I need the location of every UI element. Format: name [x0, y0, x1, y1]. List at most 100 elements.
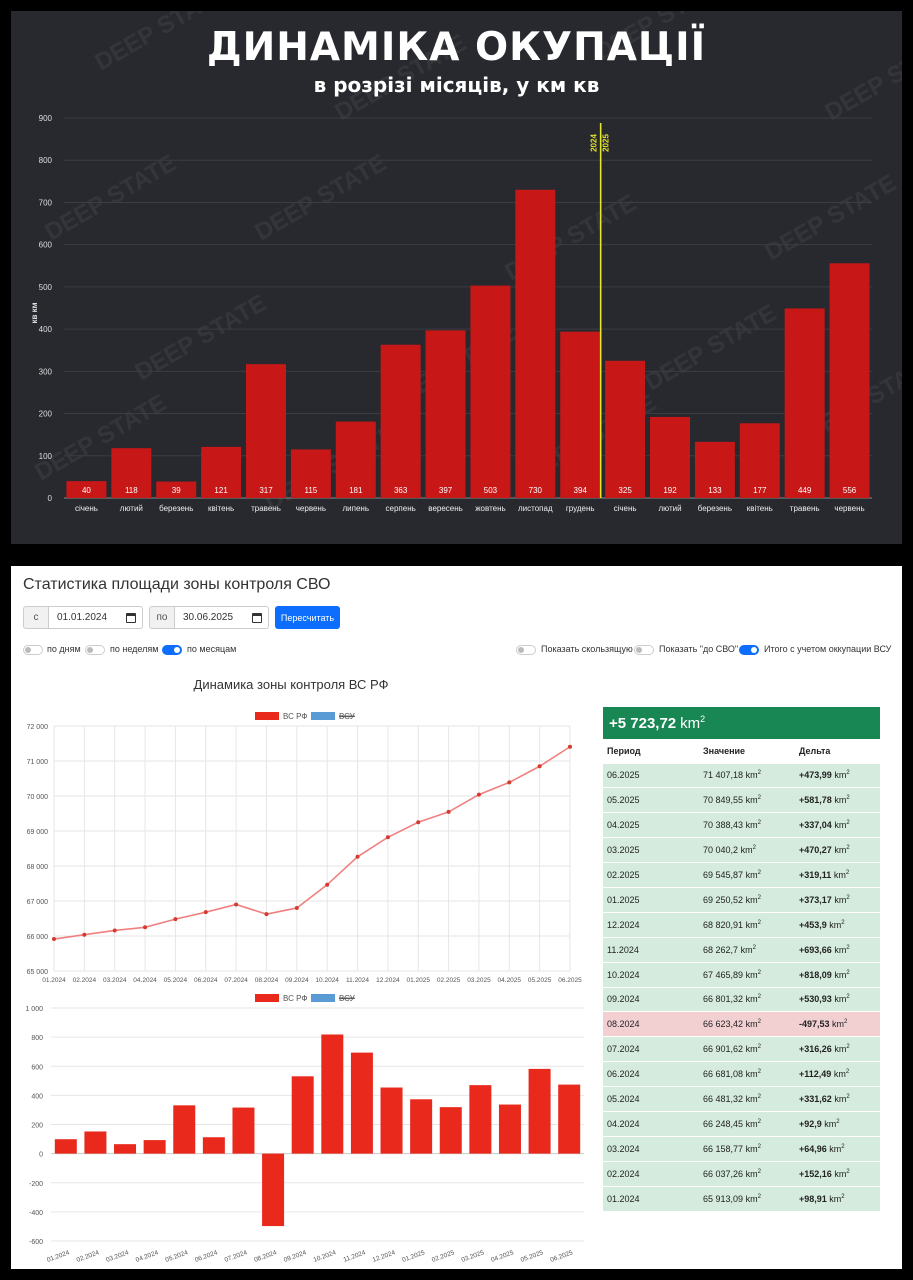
data-point	[355, 854, 360, 859]
table-row: 12.2024 68 820,91 km2 +453,9 km2	[603, 911, 880, 938]
data-point	[52, 937, 56, 942]
cell-value: 70 388,43 km2	[699, 812, 795, 838]
x-tick-label: червень	[296, 504, 326, 513]
x-tick-label: 02.2025	[431, 1249, 456, 1264]
cell-delta: +470,27 km2	[795, 837, 880, 863]
x-tick-label: травень	[790, 504, 820, 513]
x-tick-label: 08.2024	[253, 1249, 278, 1264]
x-tick-label: 02.2024	[73, 977, 97, 984]
cell-delta: +331,62 km2	[795, 1086, 880, 1112]
x-tick-label: 05.2025	[520, 1249, 545, 1264]
toggle-switch[interactable]	[634, 645, 654, 655]
toggle-knob	[518, 647, 524, 653]
bar	[291, 1076, 314, 1154]
toggle-label: по месяцам	[187, 644, 237, 654]
y-tick-label: 300	[39, 367, 53, 376]
y-tick-label: 69 000	[27, 829, 49, 836]
x-tick-label: 10.2024	[315, 977, 339, 984]
x-tick-label: 01.2024	[46, 1249, 71, 1264]
bar	[66, 481, 107, 498]
bar-value-label: 177	[753, 486, 767, 495]
cell-period: 04.2025	[603, 812, 699, 838]
legend-swatch-vsrf	[255, 994, 279, 1002]
watermark-text: DEEP STATE	[641, 299, 782, 396]
x-tick-label: березень	[698, 504, 732, 513]
bar	[528, 1068, 551, 1154]
legend-label-vsrf: ВС РФ	[283, 994, 307, 1003]
toggle-knob	[87, 647, 93, 653]
year-label-2024: 2024	[590, 134, 599, 152]
toggle-knob	[174, 647, 180, 653]
y-tick-label: 900	[39, 114, 53, 123]
y-tick-label: 66 000	[27, 934, 49, 941]
year-label-2025: 2025	[602, 134, 611, 152]
bar-value-label: 39	[172, 486, 181, 495]
bar	[439, 1107, 462, 1154]
x-tick-label: лютий	[658, 504, 681, 513]
toggle-switch[interactable]	[739, 645, 759, 655]
cell-value: 66 037,26 km2	[699, 1160, 795, 1187]
date-to-label: по	[149, 606, 175, 629]
data-point	[537, 764, 542, 769]
x-tick-label: 01.2025	[401, 1249, 426, 1264]
cell-period: 05.2025	[603, 787, 699, 813]
cell-delta: +818,09 km2	[795, 961, 880, 988]
bar	[694, 441, 735, 498]
bar	[380, 344, 421, 498]
watermark-text: DEEP STATE	[761, 169, 902, 266]
bar-value-label: 556	[843, 486, 857, 495]
x-tick-label: 03.2025	[467, 977, 491, 984]
toggle-switch[interactable]	[23, 645, 43, 655]
cell-value: 66 681,08 km2	[699, 1061, 795, 1087]
series-line-vsrf	[53, 746, 571, 940]
x-tick-label: липень	[343, 504, 370, 513]
data-point	[568, 744, 572, 749]
x-tick-label: червень	[834, 504, 864, 513]
bar	[410, 1099, 433, 1154]
x-tick-label: вересень	[428, 504, 463, 513]
toggle-knob	[636, 647, 642, 653]
calendar-icon[interactable]	[126, 613, 136, 623]
x-tick-label: 06.2025	[549, 1249, 574, 1264]
table-row: 04.2024 66 248,45 km2 +92,9 km2	[603, 1110, 880, 1137]
cell-value: 71 407,18 km2	[699, 762, 795, 788]
x-tick-label: 11.2024	[346, 977, 369, 984]
calendar-icon[interactable]	[252, 613, 262, 623]
table-row: 11.2024 68 262,7 km2 +693,66 km2	[603, 936, 880, 963]
y-tick-label: 500	[39, 283, 53, 292]
x-tick-label: 06.2024	[194, 1249, 219, 1264]
bar	[470, 285, 511, 498]
toggle-switch[interactable]	[162, 645, 182, 655]
control-zone-charts: ВС РФ ВСУ 65 000 66 000 67 000 68 000 69 000 70…	[25, 712, 584, 1264]
bar-value-label: 363	[394, 486, 408, 495]
bar	[650, 416, 690, 498]
y-tick-label: 72 000	[27, 724, 49, 731]
data-point	[325, 882, 330, 887]
infographic-subtitle: в розрізі місяців, у км кв	[313, 73, 600, 97]
y-tick-label: 65 000	[27, 969, 49, 976]
table-row: 06.2025 71 407,18 km2 +473,99 km2	[603, 762, 880, 788]
table-row: 08.2024 66 623,42 km2 -497,53 km2	[603, 1011, 880, 1037]
data-point	[203, 910, 208, 915]
bar	[156, 481, 197, 498]
x-tick-label: 01.2025	[406, 977, 430, 984]
x-tick-label: 11.2024	[343, 1249, 367, 1264]
bar	[380, 1087, 403, 1154]
x-tick-label: квітень	[747, 504, 773, 513]
x-tick-label: 09.2024	[283, 1249, 308, 1264]
date-from-input[interactable]: 01.01.2024	[49, 606, 143, 629]
recalculate-button[interactable]: Пересчитать	[275, 606, 340, 629]
bar-value-label: 449	[798, 486, 812, 495]
toggle-switch[interactable]	[516, 645, 536, 655]
bar	[54, 1139, 77, 1154]
data-point	[385, 835, 390, 840]
bar-value-label: 317	[259, 486, 273, 495]
x-tick-label: 04.2024	[135, 1249, 160, 1264]
date-to-input[interactable]: 30.06.2025	[175, 606, 269, 629]
table-row: 10.2024 67 465,89 km2 +818,09 km2	[603, 961, 880, 988]
toggle-label: Итого с учетом оккупации ВСУ	[764, 644, 892, 654]
bar-value-label: 115	[305, 486, 318, 495]
toggle-label: по дням	[47, 644, 81, 654]
toggle-switch[interactable]	[85, 645, 105, 655]
x-tick-label: 05.2025	[528, 977, 552, 984]
